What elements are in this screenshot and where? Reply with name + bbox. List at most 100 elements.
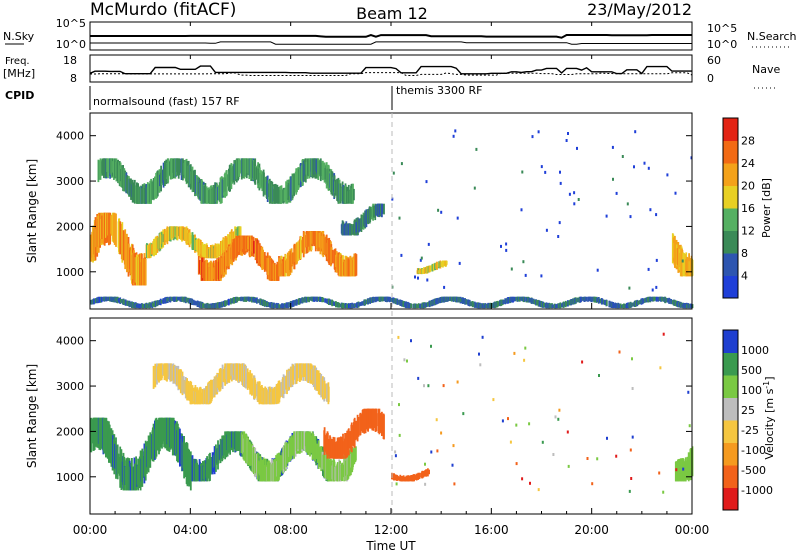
colorbar-tick-label: -1000 (741, 484, 773, 497)
echo-cell (667, 298, 670, 303)
echo-cell (423, 384, 425, 388)
echo-cell (225, 236, 227, 253)
echo-cell (338, 302, 341, 308)
echo-cell (554, 415, 557, 419)
echo-cell (655, 258, 658, 262)
echo-cell (619, 303, 622, 309)
echo-cell (452, 444, 455, 448)
echo-cell (523, 358, 526, 362)
echo-cell (353, 188, 355, 201)
echo-cell (452, 134, 455, 138)
echo-cell (675, 468, 678, 472)
echo-cell (232, 431, 234, 453)
echo-cell (415, 303, 418, 309)
echo-cell (515, 462, 518, 466)
echo-cell (200, 462, 203, 482)
echo-cell (437, 208, 440, 212)
echo-cell (524, 273, 527, 277)
echo-cell (515, 423, 518, 427)
echo-cell (174, 158, 177, 179)
nsky-label: N.Sky (3, 30, 35, 43)
beam-title: Beam 12 (356, 4, 428, 23)
colorbar-tick-label: 100 (741, 384, 762, 397)
cpid-mode-themis: themis 3300 RF (396, 84, 483, 97)
echo-cell (307, 158, 310, 177)
colorbar-swatch (723, 487, 738, 511)
echo-cell (115, 213, 117, 247)
echo-cell (191, 455, 194, 482)
echo-cell (566, 430, 569, 434)
echo-cell (277, 186, 280, 204)
echo-cell (612, 303, 615, 307)
echo-cell (473, 186, 476, 190)
echo-cell (500, 244, 502, 248)
colorbar-swatch (723, 352, 738, 376)
echo-cell (424, 482, 427, 486)
echo-cell (204, 183, 207, 204)
echo-cell (225, 170, 228, 196)
echo-cell (454, 129, 457, 133)
colorbar-swatch (723, 253, 738, 276)
echo-cell (170, 296, 173, 301)
echo-cell (383, 203, 385, 215)
echo-cell (210, 457, 213, 474)
echo-cell (372, 408, 375, 431)
echo-cell (552, 453, 555, 456)
echo-cell (690, 452, 693, 475)
echo-cell (315, 443, 318, 460)
echo-cell (139, 304, 142, 309)
echo-cell (192, 458, 195, 482)
power-panel: 1000 2000 3000 4000 Slant Range [km] 4 8 12 16… (25, 112, 773, 310)
echo-cell (238, 158, 241, 177)
echo-cell (585, 296, 588, 302)
echo-cell (203, 460, 206, 482)
echo-cell (413, 474, 415, 482)
echo-cell (537, 130, 540, 134)
echo-cell (113, 158, 115, 180)
echo-cell (615, 454, 618, 458)
echo-cell (573, 191, 576, 195)
echo-cell (383, 414, 385, 440)
echo-cell (596, 268, 599, 272)
y-tick-label: 4000 (56, 130, 84, 143)
echo-cell (544, 170, 547, 174)
echo-cell (598, 374, 600, 377)
echo-cell (576, 146, 578, 150)
echo-cell (266, 175, 269, 202)
echo-cell (124, 299, 127, 306)
echo-cell (229, 431, 231, 455)
echo-cell (324, 434, 326, 449)
echo-cell (612, 177, 614, 181)
echo-cell (375, 408, 378, 432)
echo-cell (271, 388, 274, 405)
echo-cell (381, 415, 384, 434)
echo-cell (292, 364, 295, 385)
echo-cell (502, 299, 505, 304)
echo-cell (292, 300, 295, 307)
echo-cell (274, 304, 277, 308)
freq-label: Freq. (5, 56, 30, 67)
echo-cell (365, 209, 368, 228)
echo-cell (236, 296, 239, 303)
echo-cell (507, 417, 509, 421)
echo-cell (643, 161, 646, 165)
station-title: McMurdo (fitACF) (90, 0, 236, 20)
echo-cell (100, 296, 103, 303)
colorbar-swatch (723, 275, 738, 299)
echo-cell (573, 202, 576, 206)
echo-cell (590, 296, 593, 303)
cpid-mode-normalsound: normalsound (fast) 157 RF (93, 95, 240, 108)
velocity-y-ticks: 1000 2000 3000 4000 (56, 335, 692, 484)
colorbar-frame (722, 117, 739, 299)
colorbar-swatch (723, 140, 738, 164)
colorbar-swatch (723, 442, 738, 466)
echo-cell (296, 299, 299, 305)
time-axis-label: Time UT (365, 539, 416, 553)
echo-cell (144, 259, 147, 286)
echo-cell (189, 235, 192, 244)
echo-cell (191, 166, 194, 193)
echo-cell (151, 302, 154, 307)
echo-cell (682, 467, 685, 471)
echo-cell (565, 139, 568, 142)
velocity-cbar-label: Velocity [m s-1] (762, 376, 777, 459)
